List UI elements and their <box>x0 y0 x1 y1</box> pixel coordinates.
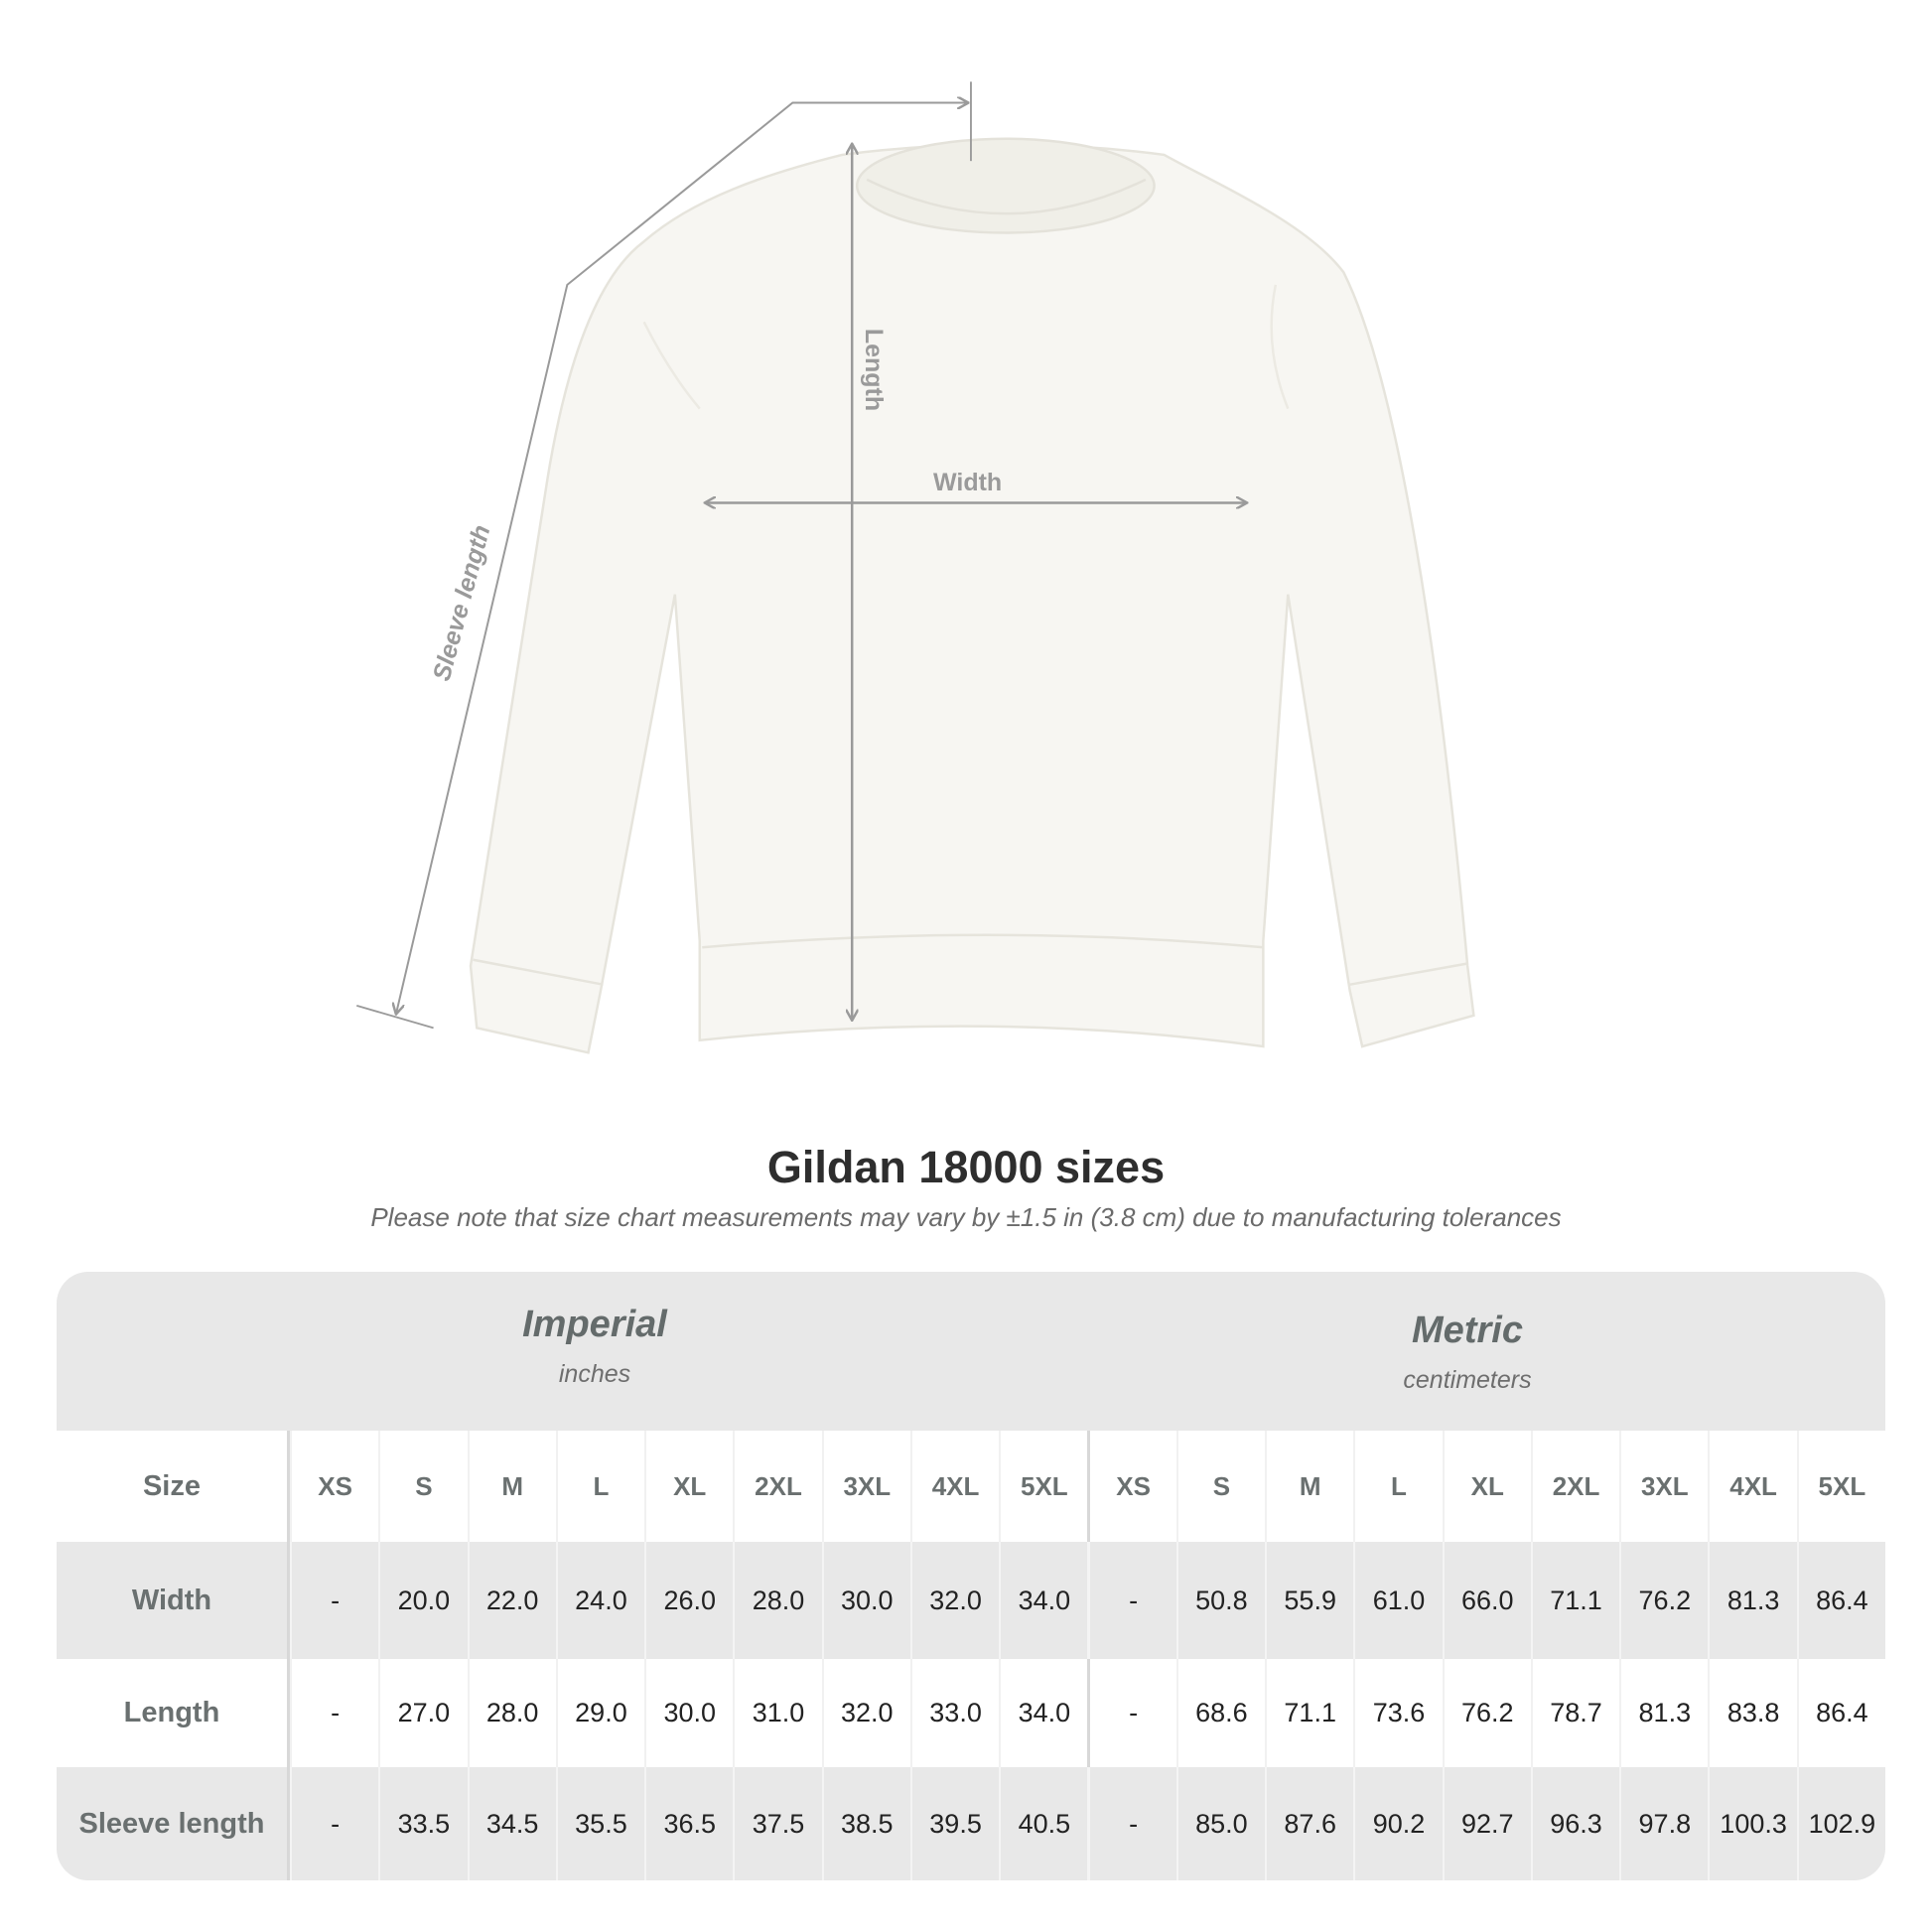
table-cell: 86.4 <box>1796 1542 1885 1659</box>
size-header-cell: XL <box>1442 1431 1531 1542</box>
size-header-cell: XL <box>644 1431 733 1542</box>
size-header-cell: S <box>1175 1431 1265 1542</box>
page-title: Gildan 18000 sizes <box>766 1142 1166 1192</box>
row-label: Sleeve length <box>57 1767 290 1880</box>
table-cell: - <box>289 1659 378 1767</box>
size-header-cell: XS <box>1087 1431 1175 1542</box>
table-cell: 36.5 <box>644 1767 733 1880</box>
table-cell: 33.5 <box>378 1767 467 1880</box>
size-table: Imperial inches Metric centimeters Size … <box>57 1272 1885 1880</box>
sweatshirt-diagram <box>355 81 1475 1054</box>
table-cell: 31.0 <box>733 1659 821 1767</box>
table-cell: 66.0 <box>1442 1542 1531 1659</box>
metric-header: Metric centimeters <box>1170 1310 1765 1395</box>
table-cell: 85.0 <box>1175 1767 1265 1880</box>
imperial-header: Imperial inches <box>297 1304 893 1389</box>
table-cell: 26.0 <box>644 1542 733 1659</box>
metric-title: Metric <box>1412 1310 1523 1351</box>
subtitle: Please note that size chart measurements… <box>370 1202 1562 1232</box>
size-header-cell: S <box>378 1431 467 1542</box>
size-header-cell: 4XL <box>909 1431 999 1542</box>
table-cell: - <box>289 1767 378 1880</box>
sweatshirt-image <box>469 137 1475 1054</box>
table-cell: 81.3 <box>1619 1659 1708 1767</box>
table-cell: 20.0 <box>378 1542 467 1659</box>
table-cell: 76.2 <box>1619 1542 1708 1659</box>
size-header-cell: 3XL <box>821 1431 910 1542</box>
width-label: Width <box>933 469 1003 496</box>
table-cell: 22.0 <box>467 1542 556 1659</box>
table-cell: 92.7 <box>1442 1767 1531 1880</box>
metric-unit: centimeters <box>1403 1366 1532 1394</box>
table-cell: - <box>1087 1767 1175 1880</box>
table-cell: - <box>289 1542 378 1659</box>
size-header-cell: 3XL <box>1619 1431 1708 1542</box>
size-header-cell: L <box>1353 1431 1442 1542</box>
table-cell: 100.3 <box>1708 1767 1796 1880</box>
table-cell: 27.0 <box>378 1659 467 1767</box>
size-header-cell: 5XL <box>1796 1431 1885 1542</box>
size-header-cell: 2XL <box>1530 1431 1619 1542</box>
size-header-cell: M <box>467 1431 556 1542</box>
table-cell: 90.2 <box>1353 1767 1442 1880</box>
table-cell: 33.0 <box>909 1659 999 1767</box>
table-cell: 29.0 <box>555 1659 644 1767</box>
table-cell: 28.0 <box>467 1659 556 1767</box>
table-cell: 28.0 <box>733 1542 821 1659</box>
size-row: Size XS S M L XL 2XL 3XL 4XL 5XL XS S M L XL 2XL 3XL 4XL… <box>57 1431 1885 1542</box>
size-header-cell: XS <box>289 1431 378 1542</box>
table-cell: 83.8 <box>1708 1659 1796 1767</box>
table-row: Width -20.0 22.0 24.0 26.0 28.0 30.0 32.0 34.0-… <box>57 1542 1885 1659</box>
sleeve-tick-bottom <box>355 1004 434 1030</box>
imperial-unit: inches <box>558 1360 631 1388</box>
table-cell: - <box>1087 1659 1175 1767</box>
table-cell: 86.4 <box>1796 1659 1885 1767</box>
table-cell: 73.6 <box>1353 1659 1442 1767</box>
table-cell: 38.5 <box>821 1767 910 1880</box>
table-cell: 39.5 <box>909 1767 999 1880</box>
table-cell: 78.7 <box>1530 1659 1619 1767</box>
table-cell: 76.2 <box>1442 1659 1531 1767</box>
table-cell: 32.0 <box>909 1542 999 1659</box>
table-cell: 55.9 <box>1265 1542 1353 1659</box>
length-label: Length <box>860 328 889 412</box>
table-cell: 34.0 <box>999 1542 1087 1659</box>
size-header-cell: 4XL <box>1708 1431 1796 1542</box>
size-label: Size <box>57 1431 290 1542</box>
row-label: Width <box>57 1542 290 1659</box>
table-cell: 81.3 <box>1708 1542 1796 1659</box>
table-cell: 37.5 <box>733 1767 821 1880</box>
size-header-cell: 2XL <box>733 1431 821 1542</box>
table-row: Length -27.0 28.0 29.0 30.0 31.0 32.0 33.0 34.0… <box>57 1659 1885 1767</box>
table-cell: 32.0 <box>821 1659 910 1767</box>
table-cell: 40.5 <box>999 1767 1087 1880</box>
table-cell: 96.3 <box>1530 1767 1619 1880</box>
table-cell: 35.5 <box>555 1767 644 1880</box>
table-cell: 34.5 <box>467 1767 556 1880</box>
table-cell: - <box>1087 1542 1175 1659</box>
size-header-cell: 5XL <box>999 1431 1087 1542</box>
size-header-cell: L <box>555 1431 644 1542</box>
table-cell: 102.9 <box>1796 1767 1885 1880</box>
table-cell: 61.0 <box>1353 1542 1442 1659</box>
size-header-cell: M <box>1265 1431 1353 1542</box>
row-label: Length <box>57 1659 290 1767</box>
table-cell: 97.8 <box>1619 1767 1708 1880</box>
table-cell: 30.0 <box>821 1542 910 1659</box>
table-row: Sleeve length -33.5 34.5 35.5 36.5 37.5 38.5 3… <box>57 1767 1885 1880</box>
imperial-title: Imperial <box>522 1304 667 1345</box>
table-cell: 34.0 <box>999 1659 1087 1767</box>
table-cell: 71.1 <box>1265 1659 1353 1767</box>
table-cell: 68.6 <box>1175 1659 1265 1767</box>
table-cell: 24.0 <box>555 1542 644 1659</box>
sleeve-length-line <box>396 103 967 1014</box>
table-cell: 30.0 <box>644 1659 733 1767</box>
table-cell: 50.8 <box>1175 1542 1265 1659</box>
table-cell: 87.6 <box>1265 1767 1353 1880</box>
table-header: Imperial inches Metric centimeters <box>57 1272 1885 1431</box>
table-cell: 71.1 <box>1530 1542 1619 1659</box>
